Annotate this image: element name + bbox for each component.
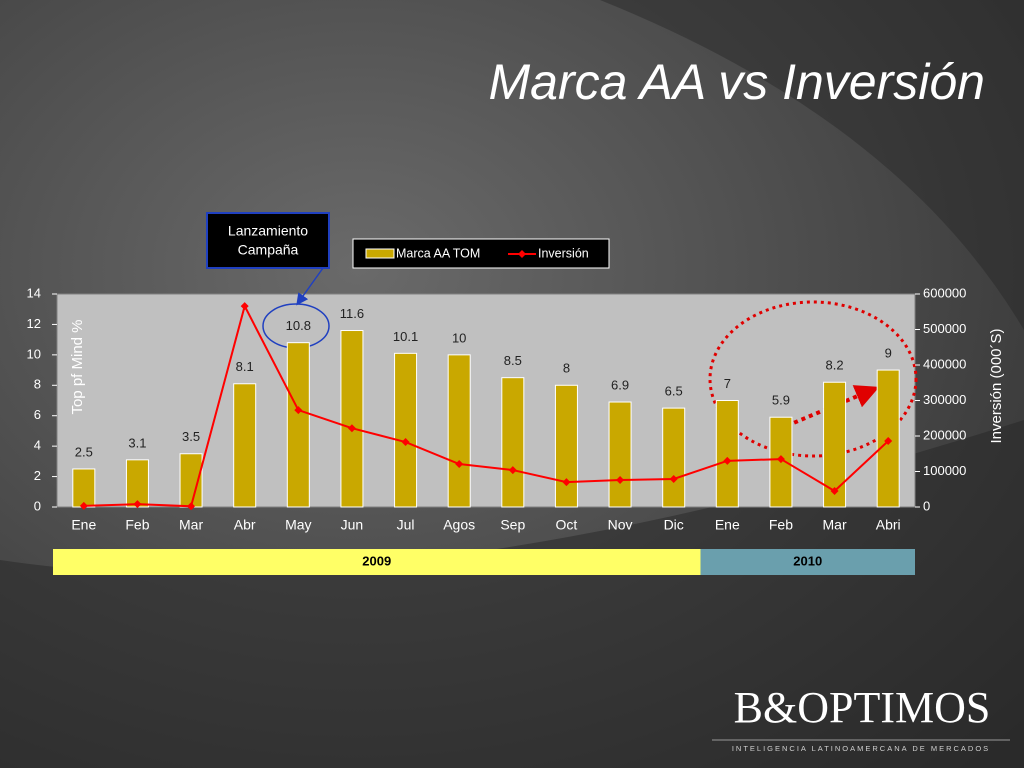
data-label: 3.5 <box>182 429 200 444</box>
y-tick-label: 12 <box>27 316 41 331</box>
marker <box>669 474 678 483</box>
x-tick-label: Nov <box>608 517 633 533</box>
x-tick-label: Dic <box>664 517 684 533</box>
data-label: 10.8 <box>286 318 311 333</box>
background-swoosh <box>600 0 1024 330</box>
data-label: 9 <box>885 346 892 361</box>
y-tick-label: 8 <box>34 377 41 392</box>
data-label: 11.6 <box>340 306 364 321</box>
highlight-ellipse <box>708 300 918 458</box>
bar <box>554 384 578 508</box>
marker <box>240 302 249 311</box>
x-tick-label: Feb <box>769 517 793 533</box>
legend <box>352 238 610 269</box>
bar <box>662 407 686 508</box>
y-axis-label: Top pf Mind % <box>69 319 86 414</box>
y-tick-label: 4 <box>34 438 41 453</box>
annotation-text: Campaña <box>238 242 299 258</box>
y2-tick-label: 600000 <box>923 285 966 300</box>
x-tick-label: Feb <box>125 517 149 533</box>
data-label: 8.2 <box>826 358 844 373</box>
bar <box>823 381 847 508</box>
y-tick-label: 6 <box>34 407 41 422</box>
bar <box>233 383 257 508</box>
y2-tick-label: 0 <box>923 498 930 513</box>
marker <box>133 500 142 509</box>
y2-tick-label: 400000 <box>923 356 966 371</box>
data-label: 10 <box>452 330 466 345</box>
annotation-box <box>206 212 330 269</box>
y-tick-label: 14 <box>27 285 41 300</box>
x-tick-label: Abri <box>876 517 901 533</box>
year-band <box>700 549 915 575</box>
bar <box>125 459 149 508</box>
data-label: 6.9 <box>611 377 629 392</box>
legend-label: Inversión <box>538 246 589 260</box>
annotation-text: Lanzamiento <box>228 223 308 239</box>
line <box>83 303 889 508</box>
marker <box>776 455 785 464</box>
x-tick-label: Ene <box>71 517 96 533</box>
bar <box>394 352 418 508</box>
x-tick-label: Mar <box>823 517 847 533</box>
marker <box>508 466 517 475</box>
bar <box>608 401 632 508</box>
year-label: 2010 <box>793 553 822 568</box>
y2-tick-label: 100000 <box>923 463 966 478</box>
marker <box>830 487 839 496</box>
x-tick-label: Mar <box>179 517 203 533</box>
annotation-arrow <box>296 267 324 306</box>
data-label: 7 <box>724 376 731 391</box>
y2-tick-label: 300000 <box>923 392 966 407</box>
marker <box>347 424 356 433</box>
data-label: 8.5 <box>504 353 522 368</box>
x-tick-label: Oct <box>556 517 578 533</box>
y2-tick-label: 200000 <box>923 427 966 442</box>
data-label: 10.1 <box>393 329 418 344</box>
y-tick-label: 10 <box>27 346 41 361</box>
slide-title: Marca AA vs Inversión <box>489 54 985 110</box>
legend-label: Marca AA TOM <box>396 246 480 260</box>
data-label: 5.9 <box>772 393 790 408</box>
x-tick-label: Sep <box>500 517 525 533</box>
y-tick-label: 2 <box>34 468 41 483</box>
logo-name: B&OPTIMOS <box>734 683 991 732</box>
bar <box>286 342 310 508</box>
x-tick-label: Agos <box>443 517 475 533</box>
bar <box>340 330 364 508</box>
marker <box>455 460 464 469</box>
bar <box>715 400 739 508</box>
data-label: 6.5 <box>665 384 683 399</box>
year-band <box>53 549 701 575</box>
bar <box>72 468 96 508</box>
marker <box>723 456 732 465</box>
legend-swatch <box>365 248 395 259</box>
y2-axis-label: Inversión (000´S) <box>988 328 1005 443</box>
marker <box>187 502 196 511</box>
bar <box>447 354 471 508</box>
data-label: 8.1 <box>236 359 254 374</box>
marker <box>79 501 88 510</box>
y2-tick-label: 500000 <box>923 321 966 336</box>
marker <box>294 406 303 415</box>
x-tick-label: Jul <box>397 517 415 533</box>
data-label: 2.5 <box>75 444 93 459</box>
year-label: 2009 <box>362 553 391 568</box>
x-tick-label: Jun <box>341 517 364 533</box>
data-label: 3.1 <box>128 435 146 450</box>
logo-tagline: INTELIGENCIA LATINOAMERCANA DE MERCADOS <box>732 744 990 753</box>
x-tick-label: Abr <box>234 517 256 533</box>
x-tick-label: May <box>285 517 311 533</box>
marker <box>401 438 410 447</box>
legend-swatch <box>518 250 526 258</box>
y-tick-label: 0 <box>34 498 41 513</box>
data-label: 8 <box>563 361 570 376</box>
marker <box>616 476 625 485</box>
marker <box>562 478 571 487</box>
marker <box>884 436 893 445</box>
bar <box>501 377 525 508</box>
x-tick-label: Ene <box>715 517 740 533</box>
